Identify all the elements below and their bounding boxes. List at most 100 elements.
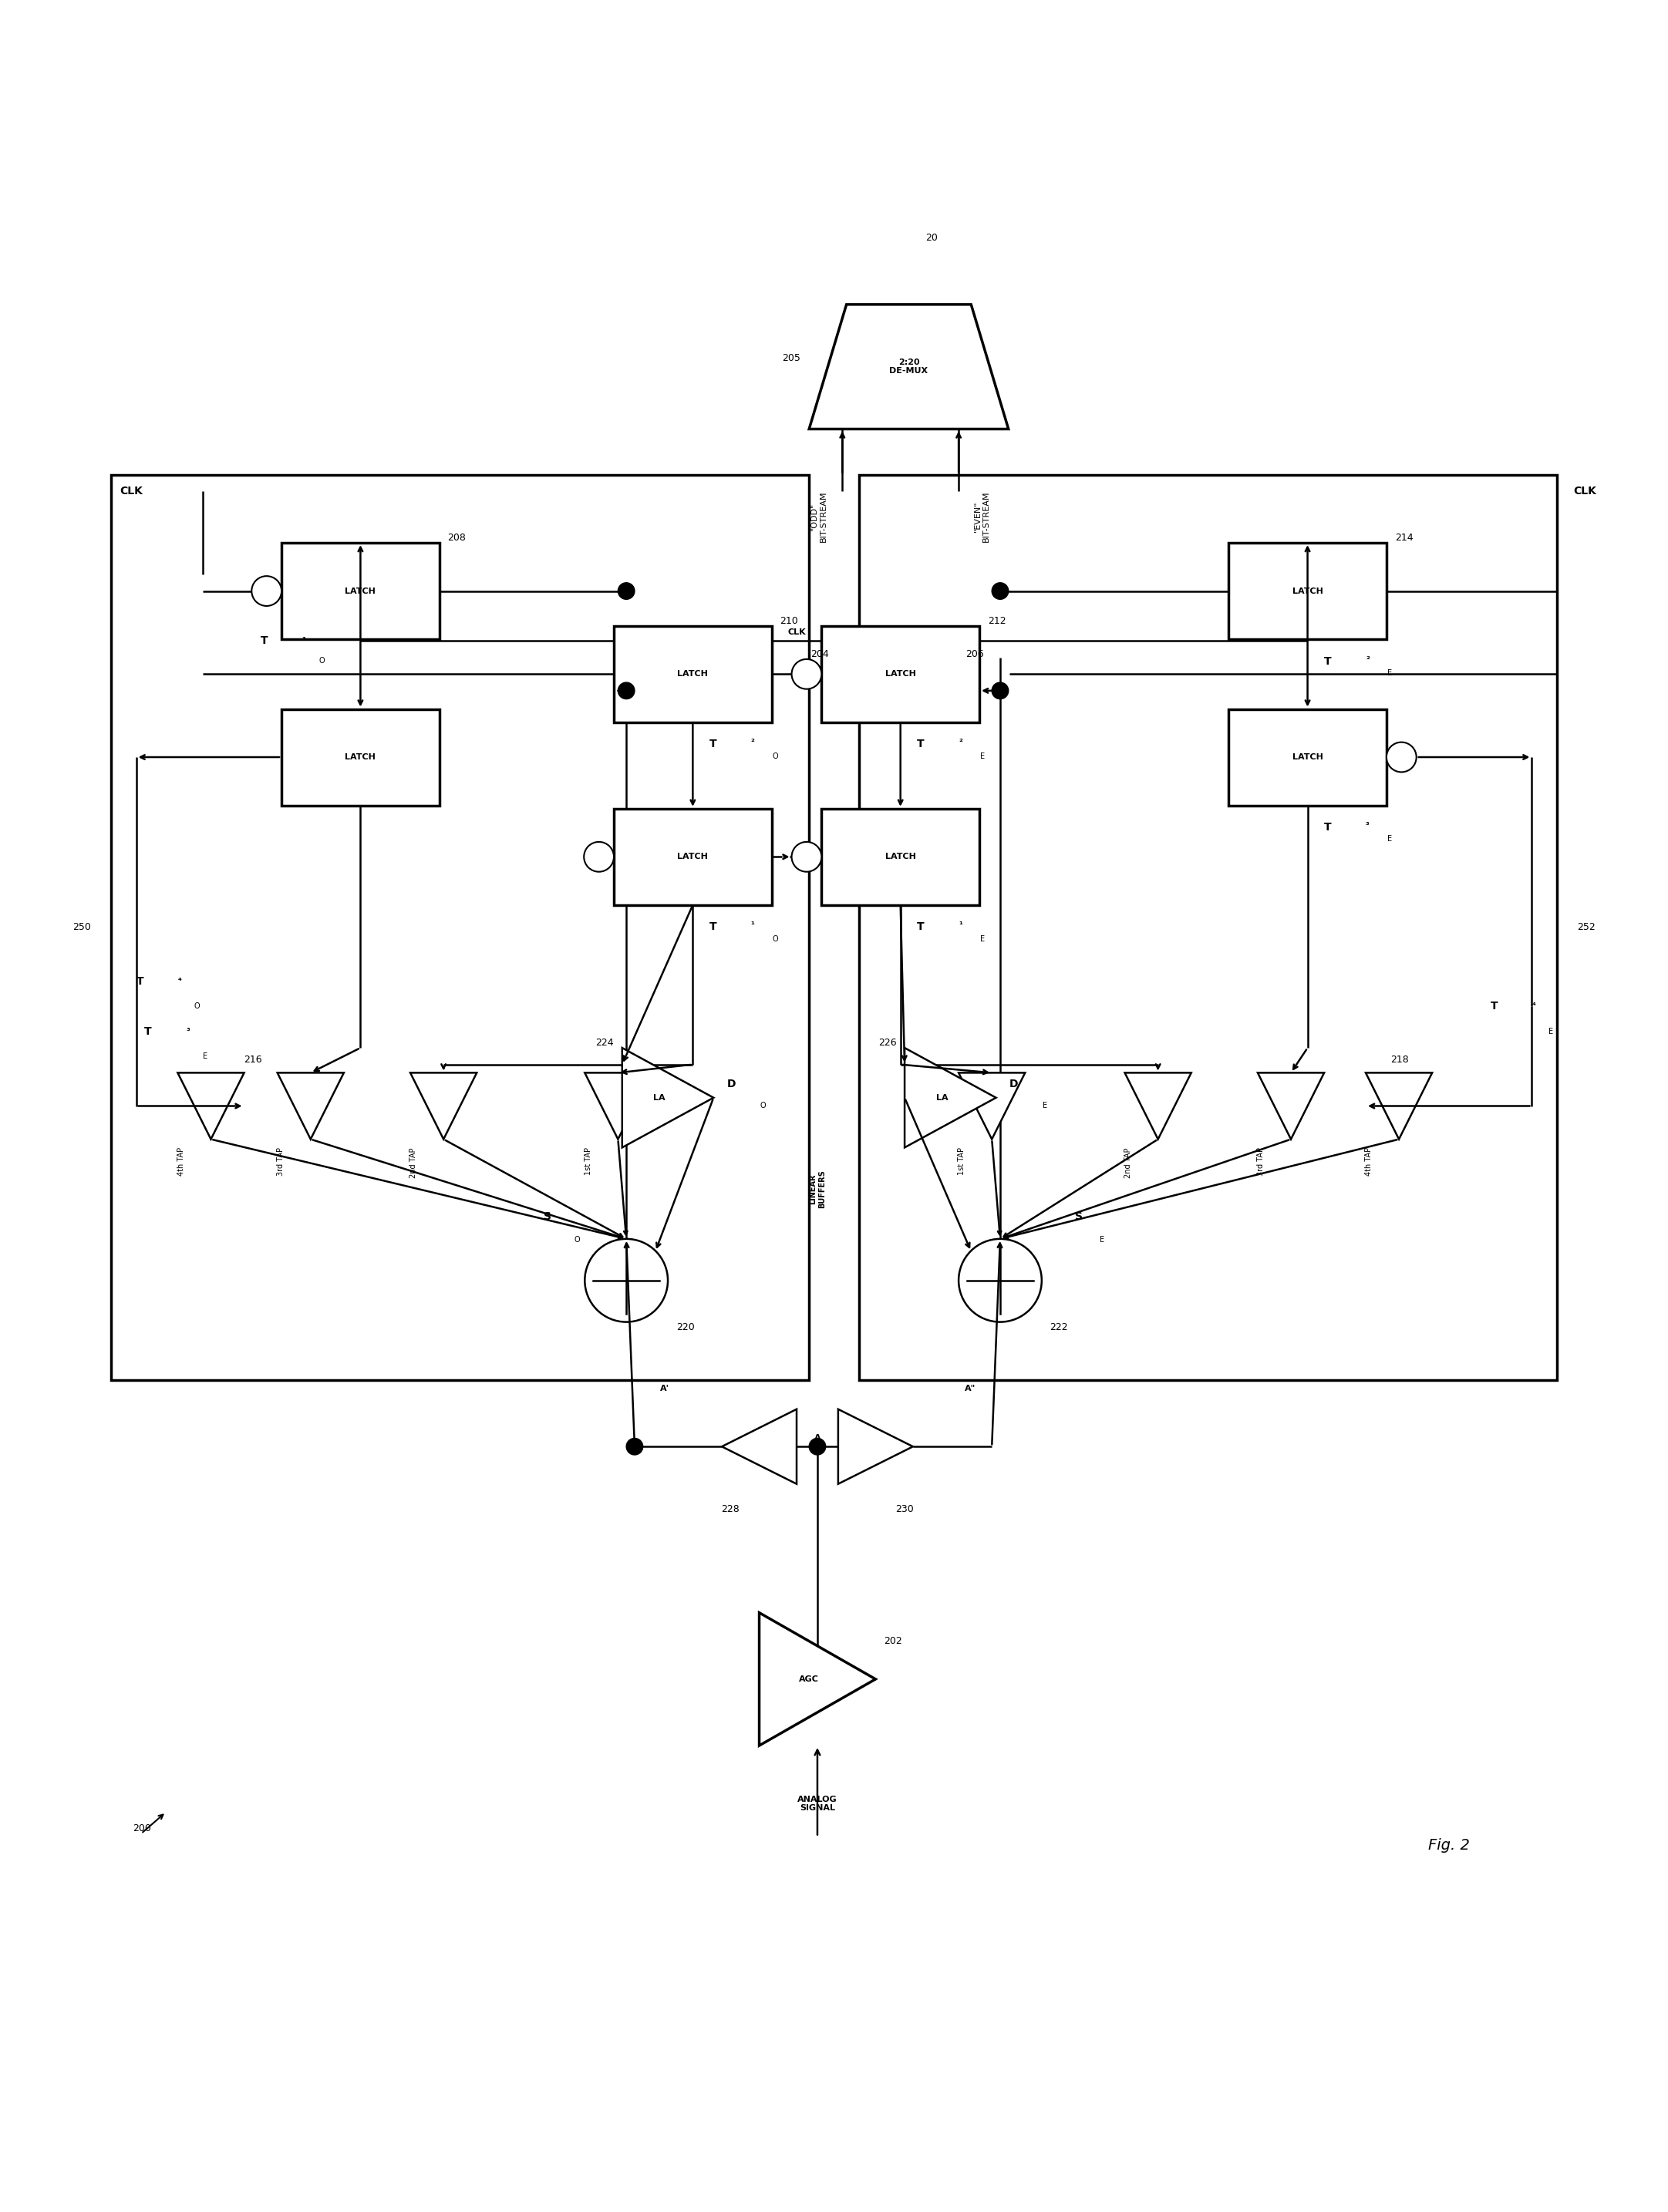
Text: O: O [772, 936, 779, 942]
Text: ³: ³ [1366, 823, 1369, 830]
Text: E: E [1388, 668, 1393, 677]
FancyBboxPatch shape [282, 542, 439, 639]
Text: CLK: CLK [787, 628, 806, 637]
Polygon shape [622, 1048, 714, 1148]
Text: LINEAR
BUFFERS: LINEAR BUFFERS [809, 1170, 826, 1208]
Text: 218: 218 [1391, 1055, 1409, 1064]
Text: ⁴: ⁴ [1531, 1002, 1536, 1011]
Circle shape [619, 582, 634, 599]
Text: D: D [727, 1079, 736, 1091]
Text: LATCH: LATCH [1293, 754, 1323, 761]
Text: 4th TAP: 4th TAP [177, 1148, 185, 1177]
Text: LATCH: LATCH [886, 854, 916, 860]
Circle shape [1386, 743, 1416, 772]
Text: O: O [761, 1102, 766, 1110]
Polygon shape [277, 1073, 344, 1139]
Polygon shape [178, 1073, 244, 1139]
Circle shape [792, 843, 822, 872]
FancyBboxPatch shape [822, 626, 979, 723]
Circle shape [619, 681, 634, 699]
Circle shape [626, 1438, 642, 1455]
Text: ³: ³ [187, 1026, 190, 1035]
Text: S: S [1074, 1212, 1083, 1223]
Text: LA: LA [936, 1095, 947, 1102]
Circle shape [584, 843, 614, 872]
Circle shape [585, 1239, 667, 1323]
Polygon shape [722, 1409, 797, 1484]
Text: LATCH: LATCH [677, 854, 709, 860]
Text: 230: 230 [896, 1504, 914, 1513]
Text: 204: 204 [811, 648, 829, 659]
Text: A": A" [964, 1385, 976, 1394]
Polygon shape [904, 1048, 996, 1148]
Text: O: O [319, 657, 325, 664]
Text: 202: 202 [884, 1637, 902, 1646]
Text: Fig. 2: Fig. 2 [1428, 1838, 1470, 1854]
Text: LATCH: LATCH [345, 586, 375, 595]
Text: T: T [137, 975, 143, 987]
Text: O: O [574, 1237, 580, 1243]
Text: 220: 220 [676, 1323, 694, 1332]
Text: LATCH: LATCH [677, 670, 709, 677]
Text: LA: LA [654, 1095, 666, 1102]
Text: A': A' [661, 1385, 669, 1394]
Text: ⁴: ⁴ [178, 978, 182, 984]
Text: E: E [1042, 1102, 1048, 1110]
Text: 2nd TAP: 2nd TAP [410, 1148, 417, 1179]
Text: CLK: CLK [1573, 487, 1596, 498]
Polygon shape [837, 1409, 912, 1484]
Text: 252: 252 [1576, 922, 1595, 933]
Text: ¹: ¹ [751, 922, 754, 929]
Text: 212: 212 [987, 615, 1006, 626]
Polygon shape [585, 1073, 651, 1139]
Text: 224: 224 [595, 1037, 614, 1048]
Polygon shape [809, 305, 1009, 429]
Text: E: E [1099, 1237, 1104, 1243]
Text: T: T [1324, 823, 1331, 832]
FancyBboxPatch shape [282, 710, 439, 805]
Text: 20: 20 [926, 232, 937, 243]
FancyBboxPatch shape [822, 810, 979, 905]
Text: AGC: AGC [799, 1674, 819, 1683]
Text: 210: 210 [781, 615, 799, 626]
Text: "ODD"
BIT-STREAM: "ODD" BIT-STREAM [811, 491, 827, 542]
Text: CLK: CLK [120, 487, 142, 498]
FancyBboxPatch shape [614, 810, 772, 905]
Text: T: T [917, 922, 924, 933]
Polygon shape [759, 1613, 876, 1745]
Text: T: T [145, 1026, 152, 1037]
Text: T: T [709, 922, 717, 933]
Text: LATCH: LATCH [345, 754, 375, 761]
Text: ³: ³ [302, 637, 305, 644]
Text: 200: 200 [133, 1823, 152, 1834]
Text: 208: 208 [447, 533, 465, 542]
Text: 228: 228 [721, 1504, 739, 1513]
Text: ²: ² [751, 739, 754, 748]
Text: ²: ² [1366, 655, 1369, 664]
Text: 2:20
DE-MUX: 2:20 DE-MUX [889, 358, 927, 376]
Text: E: E [1388, 836, 1393, 843]
Text: 205: 205 [782, 354, 801, 363]
Circle shape [809, 1438, 826, 1455]
Text: 214: 214 [1394, 533, 1413, 542]
Text: O: O [193, 1002, 200, 1011]
Text: 216: 216 [244, 1055, 262, 1064]
Text: 3rd TAP: 3rd TAP [277, 1148, 285, 1177]
Text: E: E [981, 752, 984, 761]
Circle shape [252, 575, 282, 606]
Text: "EVEN"
BIT-STREAM: "EVEN" BIT-STREAM [974, 491, 991, 542]
Text: ANALOG
SIGNAL: ANALOG SIGNAL [797, 1796, 837, 1812]
Circle shape [959, 1239, 1042, 1323]
Circle shape [992, 582, 1009, 599]
Text: ¹: ¹ [959, 922, 962, 929]
FancyBboxPatch shape [614, 626, 772, 723]
Text: 1st TAP: 1st TAP [584, 1148, 592, 1175]
Text: T: T [709, 739, 717, 750]
Text: LATCH: LATCH [886, 670, 916, 677]
Polygon shape [959, 1073, 1026, 1139]
Text: E: E [1548, 1026, 1553, 1035]
Text: 206: 206 [966, 648, 984, 659]
Text: A: A [814, 1433, 821, 1442]
Text: ²: ² [959, 739, 962, 748]
Text: LATCH: LATCH [1293, 586, 1323, 595]
